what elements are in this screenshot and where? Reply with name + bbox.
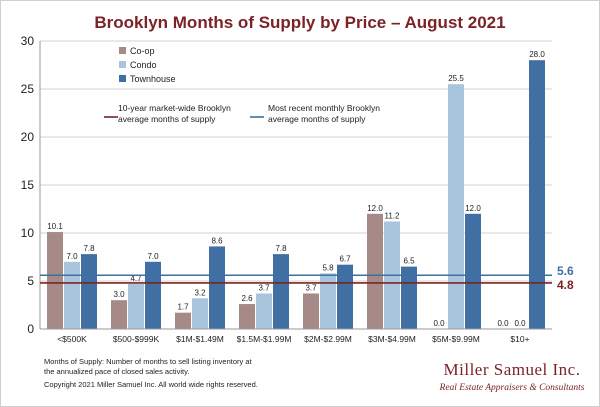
reference-legend-text: Most recent monthly Brooklyn — [268, 103, 380, 113]
y-tick-label: 25 — [21, 82, 35, 96]
bar-townhouse — [337, 264, 353, 329]
reference-lines: 4.85.6 — [40, 264, 574, 292]
x-tick-label: $2M-$2.99M — [304, 334, 352, 344]
data-label: 6.7 — [339, 255, 351, 264]
data-label: 1.7 — [177, 303, 189, 312]
data-label: 3.7 — [258, 283, 270, 292]
data-label: 11.2 — [385, 211, 401, 220]
y-axis: 0 5 10 15 20 25 30 — [21, 34, 41, 336]
data-label: 7.8 — [275, 244, 287, 253]
data-label: 5.8 — [322, 263, 334, 272]
reference-legend-text: average months of supply — [118, 114, 216, 124]
x-tick-label: $10+ — [510, 334, 529, 344]
data-label: 7.8 — [83, 244, 95, 253]
bar-townhouse — [81, 254, 97, 329]
data-label: 0.0 — [497, 319, 509, 328]
reference-value: 5.6 — [557, 264, 574, 278]
brand-logo: Miller Samuel Inc. Real Estate Appraiser… — [439, 360, 585, 393]
data-label: 3.2 — [194, 288, 206, 297]
x-tick-label: $1M-$1.49M — [176, 334, 224, 344]
bar-condo — [320, 273, 336, 329]
reference-legend-text: 10-year market-wide Brooklyn — [118, 103, 231, 113]
data-label: 0.0 — [514, 319, 526, 328]
data-label: 28.0 — [529, 50, 545, 59]
x-tick-label: $500-$999K — [113, 334, 160, 344]
footnote: Months of Supply: Number of months to se… — [44, 357, 258, 389]
legend-swatch — [119, 75, 126, 82]
bar-townhouse — [209, 246, 225, 329]
bar-co-op — [303, 293, 319, 329]
data-label: 3.7 — [305, 283, 317, 292]
bar-townhouse — [529, 60, 545, 329]
y-tick-label: 0 — [27, 322, 34, 336]
legend: Co-op Condo Townhouse — [119, 46, 176, 84]
data-label: 4.7 — [130, 274, 142, 283]
y-tick-label: 10 — [21, 226, 35, 240]
data-label: 0.0 — [433, 319, 445, 328]
x-tick-label: <$500K — [57, 334, 87, 344]
y-tick-label: 20 — [21, 130, 35, 144]
footnote-line-2: the annualized pace of closed sales acti… — [44, 367, 189, 376]
bar-condo — [192, 298, 208, 329]
data-label: 10.1 — [47, 222, 63, 231]
bars: 10.1 7.0 7.8 3.0 4.7 7.0 1.7 3.2 8.6 2.6 3.7 7.8 3.7… — [47, 50, 545, 329]
brand-tagline: Real Estate Appraisers & Consultants — [439, 383, 585, 393]
legend-swatch — [119, 47, 126, 54]
legend-label: Co-op — [130, 46, 155, 56]
data-label: 12.0 — [465, 204, 481, 213]
legend-label: Condo — [130, 60, 157, 70]
data-label: 7.0 — [147, 252, 159, 261]
x-tick-label: $3M-$4.99M — [368, 334, 416, 344]
footnote-line-1: Months of Supply: Number of months to se… — [44, 357, 253, 366]
x-tick-label: $5M-$9.99M — [432, 334, 480, 344]
bar-co-op — [367, 213, 383, 329]
legend-swatch — [119, 61, 126, 68]
data-label: 8.6 — [211, 236, 223, 245]
bar-co-op — [175, 312, 191, 329]
y-tick-label: 15 — [21, 178, 35, 192]
data-label: 2.6 — [241, 294, 253, 303]
data-label: 7.0 — [66, 252, 78, 261]
bar-condo — [64, 261, 80, 329]
copyright: Copyright 2021 Miller Samuel Inc. All wo… — [44, 380, 258, 389]
bar-co-op — [239, 304, 255, 329]
bar-townhouse — [145, 261, 161, 329]
chart-title: Brooklyn Months of Supply by Price – Aug… — [94, 13, 505, 32]
reference-value: 4.8 — [557, 278, 574, 292]
data-label: 25.5 — [448, 74, 464, 83]
bar-co-op — [111, 300, 127, 329]
x-tick-label: $1.5M-$1.99M — [237, 334, 292, 344]
data-label: 6.5 — [403, 257, 415, 266]
legend-label: Townhouse — [130, 74, 176, 84]
data-label: 3.0 — [113, 290, 125, 299]
y-tick-label: 30 — [21, 34, 35, 48]
bar-co-op — [47, 232, 63, 329]
data-label: 12.0 — [367, 204, 383, 213]
bar-condo — [128, 283, 144, 329]
brand-name: Miller Samuel Inc. — [444, 360, 581, 379]
bar-condo — [448, 84, 464, 329]
y-tick-label: 5 — [27, 274, 34, 288]
reference-legend-text: average months of supply — [268, 114, 366, 124]
x-axis: <$500K $500-$999K $1M-$1.49M $1.5M-$1.99M $2… — [40, 328, 552, 344]
bar-townhouse — [273, 254, 289, 329]
bar-townhouse — [465, 213, 481, 329]
bar-condo — [256, 293, 272, 329]
